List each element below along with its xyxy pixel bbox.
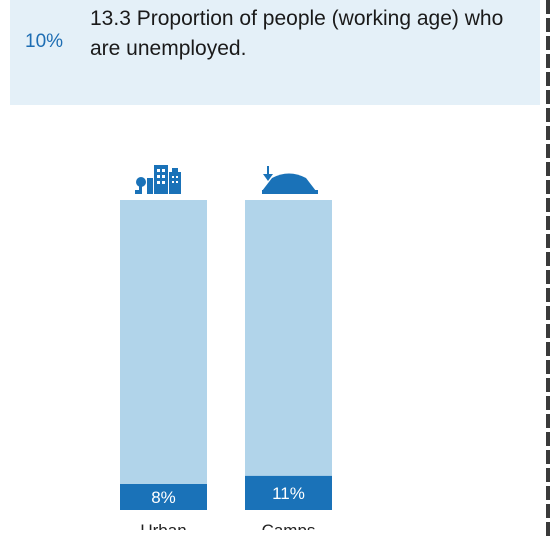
indicator-header <box>10 0 540 105</box>
rule-segment <box>546 216 550 230</box>
rule-segment <box>546 342 550 356</box>
rule-segment <box>546 0 550 14</box>
overall-percent: 10% <box>25 31 64 52</box>
indicator-title: 13.3 Proportion of people (working age) … <box>90 7 504 60</box>
bar-urban <box>120 484 207 510</box>
city-icon <box>135 165 181 194</box>
rule-segment <box>546 450 550 464</box>
rule-segment <box>546 396 550 410</box>
bar-background <box>245 200 332 510</box>
rule-segment <box>546 54 550 68</box>
rule-segment <box>546 126 550 140</box>
bar-chart: 8% Urban 11% Camps <box>120 165 332 530</box>
camp-tent-icon <box>262 166 318 194</box>
rule-segment <box>546 414 550 428</box>
rule-segment <box>546 144 550 158</box>
rule-segment <box>546 486 550 500</box>
rule-segment <box>546 90 550 104</box>
rule-segment <box>546 18 550 32</box>
rule-segment <box>546 180 550 194</box>
rule-segment <box>546 162 550 176</box>
bar-background <box>120 200 207 510</box>
rule-segment <box>546 36 550 50</box>
rule-segment <box>546 198 550 212</box>
bar-camps <box>245 475 332 510</box>
rule-segment <box>546 378 550 392</box>
rule-segment <box>546 270 550 284</box>
rule-segment <box>546 108 550 122</box>
category-label: Urban <box>140 521 186 530</box>
rule-segment <box>546 72 550 86</box>
rule-segment <box>546 288 550 302</box>
rule-segment <box>546 252 550 266</box>
rule-segment <box>546 234 550 248</box>
rule-segment <box>546 432 550 446</box>
rule-segment <box>546 522 550 536</box>
bar-value-label: 8% <box>151 488 176 507</box>
rule-segment <box>546 306 550 320</box>
bar-value-label: 11% <box>272 484 305 503</box>
page-edge-rule <box>546 0 550 536</box>
rule-segment <box>546 468 550 482</box>
rule-segment <box>546 504 550 518</box>
category-label: Camps <box>262 521 316 530</box>
rule-segment <box>546 324 550 338</box>
rule-segment <box>546 360 550 374</box>
